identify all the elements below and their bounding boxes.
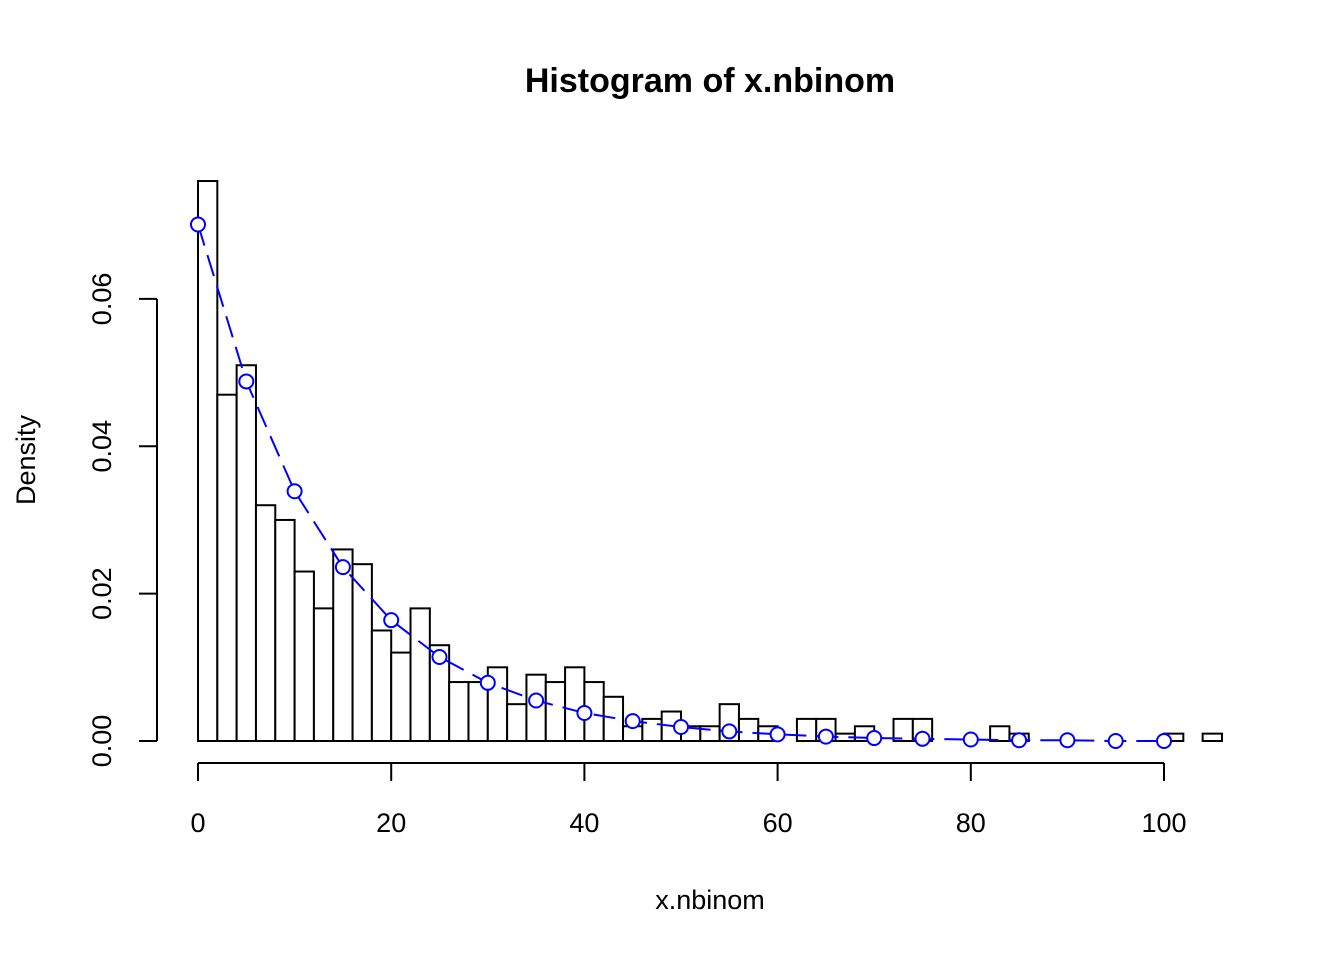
bar bbox=[506, 703, 528, 742]
density-point bbox=[479, 674, 496, 691]
bar bbox=[602, 695, 625, 742]
x-tick-label: 40 bbox=[569, 808, 599, 838]
y-tick-label: 0.00 bbox=[87, 715, 117, 768]
y-axis-label: Density bbox=[11, 414, 41, 505]
density-point bbox=[431, 649, 448, 666]
density-point bbox=[914, 730, 931, 747]
density-point bbox=[866, 730, 883, 747]
y-tick-label: 0.06 bbox=[87, 273, 117, 326]
bar bbox=[467, 681, 489, 743]
bar bbox=[332, 548, 354, 742]
density-point bbox=[817, 728, 834, 745]
density-point bbox=[721, 723, 738, 740]
y-tick-label: 0.04 bbox=[87, 420, 117, 473]
x-tick-label: 80 bbox=[956, 808, 986, 838]
density-point bbox=[673, 719, 689, 736]
bar bbox=[544, 681, 567, 743]
bar bbox=[293, 570, 315, 743]
y-tick-label: 0.02 bbox=[87, 567, 117, 620]
bar bbox=[351, 563, 373, 743]
bar bbox=[409, 607, 431, 742]
x-tick-label: 60 bbox=[763, 808, 793, 838]
bar bbox=[795, 717, 818, 742]
density-point bbox=[1107, 733, 1124, 749]
density-point bbox=[383, 612, 400, 629]
bar bbox=[370, 629, 393, 742]
bar bbox=[448, 681, 470, 743]
bar bbox=[989, 725, 1011, 742]
density-point bbox=[1011, 732, 1028, 749]
x-tick-label: 20 bbox=[376, 808, 406, 838]
density-point bbox=[576, 705, 593, 722]
density-point bbox=[528, 692, 545, 709]
x-axis-label: x.nbinom bbox=[655, 885, 765, 915]
bar bbox=[312, 607, 335, 742]
bar bbox=[737, 717, 760, 742]
bar bbox=[216, 393, 238, 742]
bar bbox=[564, 666, 586, 743]
density-line bbox=[197, 224, 1164, 742]
density-point bbox=[334, 559, 351, 576]
density-point bbox=[624, 713, 641, 730]
bar bbox=[390, 651, 412, 742]
density-point bbox=[1156, 733, 1172, 749]
density-point bbox=[962, 731, 979, 748]
bar bbox=[1201, 732, 1223, 743]
bar bbox=[254, 504, 277, 742]
x-tick-label: 0 bbox=[190, 808, 205, 838]
x-tick-label: 100 bbox=[1141, 808, 1186, 838]
bar bbox=[235, 364, 257, 742]
density-point bbox=[1059, 732, 1076, 749]
bar bbox=[274, 518, 296, 743]
density-point bbox=[286, 483, 303, 500]
density-point bbox=[769, 726, 786, 743]
density-point bbox=[190, 216, 206, 233]
density-point bbox=[238, 373, 255, 390]
bar bbox=[197, 180, 219, 743]
chart-title: Histogram of x.nbinom bbox=[525, 62, 895, 100]
